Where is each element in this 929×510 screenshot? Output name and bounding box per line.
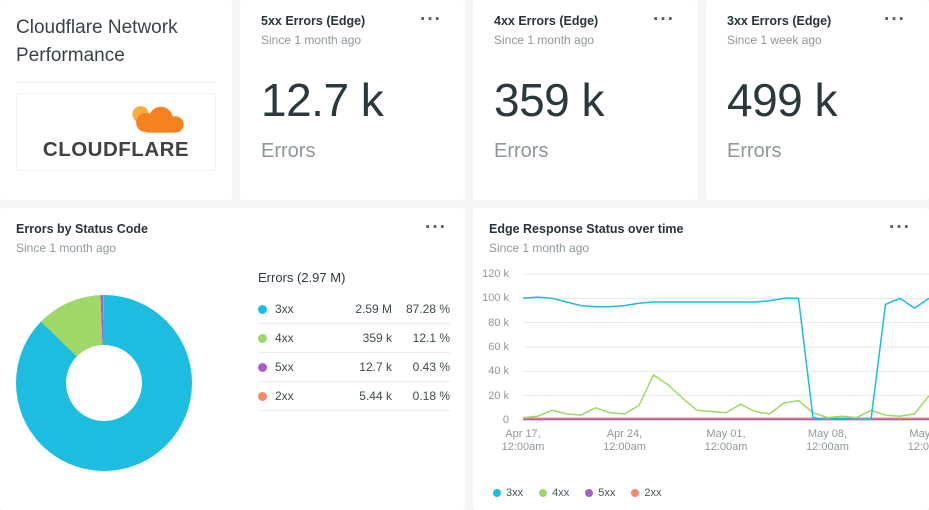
x-axis-label: Apr 24, 12:00am [603, 428, 646, 453]
card-subtitle: Since 1 week ago [727, 33, 822, 47]
card-menu-button[interactable] [887, 221, 913, 236]
card-menu-button[interactable] [882, 13, 908, 28]
donut-chart[interactable] [16, 295, 192, 471]
legend-label: 4xx [552, 487, 570, 499]
ellipsis-icon [425, 221, 447, 236]
stat-unit-label: Errors [727, 140, 782, 162]
donut-legend-title: Errors (2.97 M) [258, 270, 346, 285]
stat-value: 12.7 k [261, 74, 384, 126]
legend-name: 4xx [275, 331, 294, 345]
donut-hole [66, 345, 142, 421]
legend-item-5xx[interactable]: 5xx [585, 487, 615, 499]
card-title: Edge Response Status over time [489, 222, 684, 236]
legend-row-4xx[interactable]: 4xx 359 k 12.1 % [258, 324, 450, 353]
legend-value: 2.59 M [355, 302, 392, 316]
legend-value: 12.7 k [359, 360, 392, 374]
x-axis-labels: Apr 17, 12:00am Apr 24, 12:00am May 01, 12:00… [502, 428, 929, 456]
legend-percent: 0.18 % [412, 389, 450, 403]
y-axis-label: 20 k [488, 389, 509, 402]
card-title: 3xx Errors (Edge) [727, 14, 832, 28]
ellipsis-icon [889, 221, 911, 236]
legend-name: 3xx [275, 302, 294, 316]
cloudflare-logo: CLOUDFLARE [16, 93, 216, 171]
legend-row-2xx[interactable]: 2xx 5.44 k 0.18 % [258, 382, 450, 411]
y-axis-labels: 0 20 k 40 k 60 k 80 k 100 k 120 k [473, 268, 517, 426]
legend-percent: 87.28 % [405, 302, 450, 316]
card-title: 4xx Errors (Edge) [494, 14, 599, 28]
stat-card-5xx: 5xx Errors (Edge) Since 1 month ago 12.7… [240, 0, 465, 200]
y-axis-label: 100 k [482, 292, 509, 305]
donut-legend: Errors (2.97 M) 3xx 2.59 M 87.28 % 4xx 3… [258, 270, 450, 411]
x-axis-label: May 08, 12:00am [806, 428, 849, 453]
y-axis-label: 60 k [488, 341, 509, 353]
legend-dot [258, 333, 267, 343]
ellipsis-icon [420, 13, 442, 28]
stat-card-4xx: 4xx Errors (Edge) Since 1 month ago 359 … [473, 0, 698, 200]
legend-dot [493, 489, 501, 497]
cloudflare-logo-text: CLOUDFLARE [42, 138, 190, 161]
legend-percent: 0.43 % [412, 360, 450, 374]
x-axis-label: Apr 17, 12:00am [501, 428, 545, 453]
ellipsis-icon [653, 13, 675, 28]
stat-value: 499 k [727, 74, 838, 126]
edge-response-status-card: Edge Response Status over time Since 1 m… [473, 208, 929, 510]
legend-value: 359 k [362, 331, 392, 345]
legend-dot [585, 489, 594, 497]
series-line-3xx [523, 296, 929, 421]
legend-item-4xx[interactable]: 4xx [539, 487, 569, 499]
legend-percent: 12.1 % [412, 331, 450, 345]
card-menu-button[interactable] [423, 221, 449, 236]
y-axis-label: 80 k [488, 316, 509, 329]
stat-unit-label: Errors [261, 140, 316, 162]
errors-by-status-card: Errors by Status Code Since 1 month ago … [0, 208, 465, 510]
card-menu-button[interactable] [418, 13, 444, 28]
legend-item-2xx[interactable]: 2xx [631, 487, 662, 499]
stat-card-3xx: 3xx Errors (Edge) Since 1 week ago 499 k… [706, 0, 929, 200]
legend-value: 5.44 k [359, 389, 392, 403]
legend-dot [258, 391, 267, 401]
y-axis-label: 40 k [488, 365, 509, 378]
card-subtitle: Since 1 month ago [494, 33, 595, 47]
legend-label: 5xx [598, 487, 616, 499]
dashboard-title: Cloudflare Network Performance [16, 14, 216, 83]
card-subtitle: Since 1 month ago [261, 33, 362, 47]
legend-label: 2xx [644, 487, 662, 499]
card-title: 5xx Errors (Edge) [261, 14, 366, 28]
stat-unit-label: Errors [494, 140, 549, 162]
chart-legend: 3xx 4xx 5xx 2xx [493, 487, 662, 499]
legend-dot [539, 489, 548, 497]
legend-dot [258, 304, 267, 314]
timeseries-chart[interactable] [523, 273, 929, 421]
legend-dot [631, 489, 640, 497]
x-axis-label: May 01, 12:00am [704, 428, 748, 453]
legend-label: 3xx [506, 487, 524, 499]
dashboard-header-card: Cloudflare Network Performance CLOUDFLAR… [0, 0, 232, 200]
series-line-4xx [523, 373, 929, 419]
card-subtitle: Since 1 month ago [489, 241, 590, 255]
y-axis-label: 120 k [482, 268, 509, 280]
x-axis-label: May 15,12:00am [907, 428, 929, 453]
legend-row-3xx[interactable]: 3xx 2.59 M 87.28 % [258, 295, 450, 324]
card-menu-button[interactable] [651, 13, 677, 28]
card-title: Errors by Status Code [16, 222, 148, 236]
stat-value: 359 k [494, 74, 605, 126]
ellipsis-icon [884, 13, 906, 28]
legend-dot [258, 362, 267, 372]
cloudflare-cloud-icon [132, 106, 184, 133]
legend-item-3xx[interactable]: 3xx [493, 487, 523, 499]
y-axis-label: 0 [502, 414, 509, 426]
card-subtitle: Since 1 month ago [16, 241, 117, 255]
legend-row-5xx[interactable]: 5xx 12.7 k 0.43 % [258, 353, 450, 382]
legend-name: 2xx [275, 389, 294, 403]
legend-name: 5xx [275, 360, 294, 374]
